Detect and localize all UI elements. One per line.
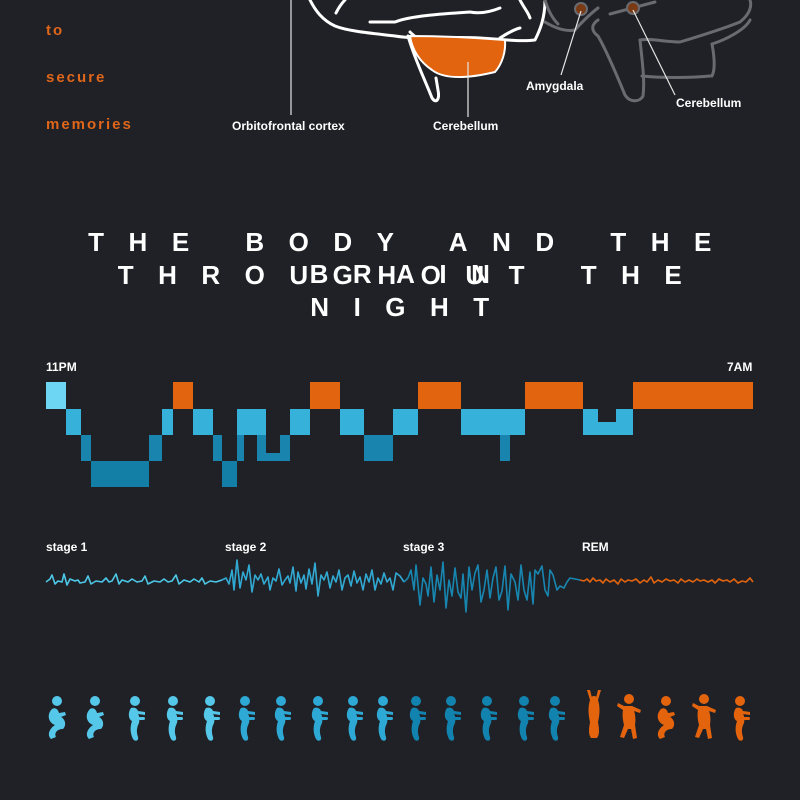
brain-illustration (290, 0, 753, 117)
time-start-label: 11PM (46, 360, 77, 374)
side-text-to: to (46, 22, 65, 39)
rem-label: REM (582, 540, 609, 554)
time-end-label: 7AM (727, 360, 753, 374)
wave-stage-3 (403, 561, 581, 613)
hypnogram-chart (46, 382, 753, 487)
wave-stage-1 (45, 573, 223, 586)
cerebellum-highlight (408, 34, 507, 78)
wave-stage-2 (221, 559, 405, 597)
label-cerebellum-right: Cerebellum (676, 96, 742, 110)
side-text-secure: secure (46, 69, 107, 86)
side-text-memories: memories (46, 116, 133, 133)
label-cerebellum-left: Cerebellum (433, 119, 499, 133)
cerebellum-dot (626, 1, 640, 15)
brain-waves (45, 559, 754, 613)
title-line-2: THROUGHOUT THE NIGHT (117, 260, 707, 322)
stage-3-label: stage 3 (403, 540, 445, 554)
title-line-1: THE BODY AND THE BRAIN (88, 227, 736, 289)
stage-2-label: stage 2 (225, 540, 267, 554)
body-figures (48, 690, 750, 741)
label-amygdala: Amygdala (526, 79, 584, 93)
amygdala-dot (574, 2, 588, 16)
wave-rem (579, 576, 754, 585)
stage-1-label: stage 1 (46, 540, 88, 554)
label-orbitofrontal-cortex: Orbitofrontal cortex (232, 119, 345, 133)
